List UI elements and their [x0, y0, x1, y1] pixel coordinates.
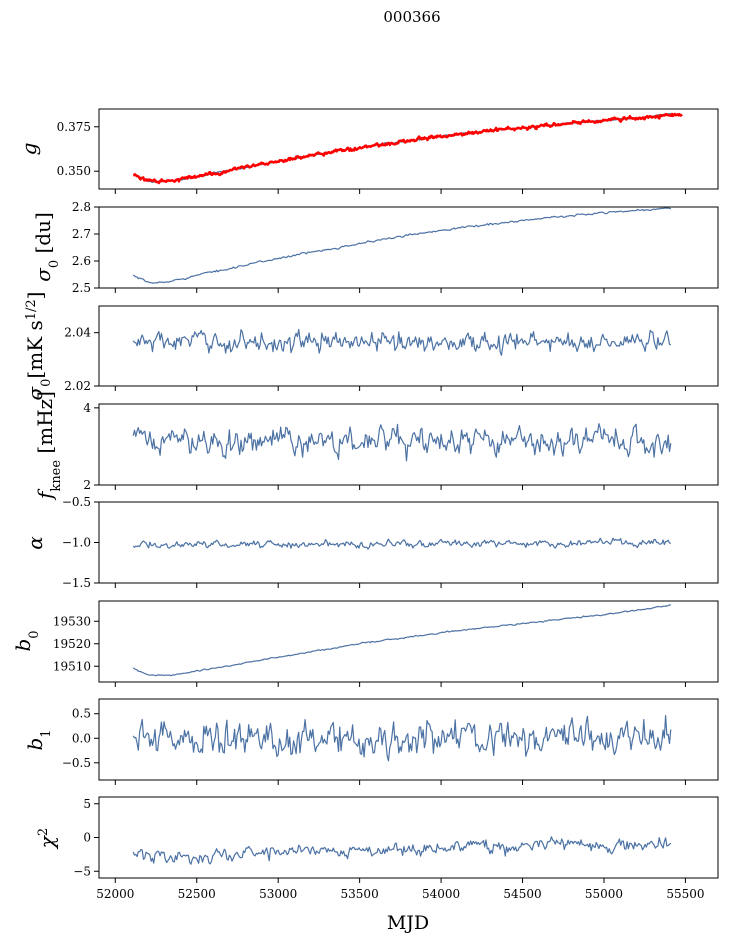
y-tick-label: 2.04 [64, 326, 91, 340]
x-tick-label: 52000 [96, 887, 134, 901]
x-axis-label: MJD [387, 912, 429, 934]
y-label-chi2: χ2 [35, 828, 59, 850]
y-tick-label: −5 [73, 864, 91, 878]
y-tick-label: 2 [83, 478, 91, 492]
y-tick-label: 4 [83, 401, 91, 415]
y-tick-label: −1.5 [62, 576, 91, 590]
panel-chi2: −5 0 5 52000 52500 53000 53500 54000 54500 55000… [35, 796, 719, 901]
panel-b0: 19510 19520 19530 b0 [11, 600, 719, 687]
series-line-sigma0-mk [132, 328, 672, 356]
y-label-b1: b1 [23, 729, 54, 750]
x-ticks [114, 288, 686, 293]
x-ticks [114, 583, 686, 588]
y-ticks: 2.02 2.04 [64, 326, 99, 393]
y-ticks: −5 0 5 [73, 797, 99, 878]
axes-frame [98, 698, 719, 781]
y-tick-label: 2.6 [72, 254, 91, 268]
y-tick-label: 5 [83, 797, 91, 811]
axes-frame [98, 305, 719, 387]
y-tick-label: −0.5 [62, 756, 91, 770]
y-tick-label: 0 [83, 831, 91, 845]
x-tick-label: 53500 [341, 887, 379, 901]
y-ticks: −1.5 −1.0 −0.5 [62, 495, 99, 590]
series-line-fknee [132, 423, 672, 462]
series-line-b0 [132, 604, 671, 677]
series-line-g [132, 112, 672, 183]
x-tick-label: 54000 [422, 887, 460, 901]
y-ticks: 2.5 2.6 2.7 2.8 [72, 200, 99, 295]
axes-frame [98, 796, 719, 879]
series-line-chi2 [132, 836, 672, 865]
x-tick-label: 53000 [259, 887, 297, 901]
panel-b1: −0.5 0.0 0.5 b1 [23, 698, 719, 785]
x-tick-label: 54500 [503, 887, 541, 901]
axes-frame [98, 403, 719, 486]
panel-sigma0-du: 2.5 2.6 2.7 2.8 σ0 [du] [31, 200, 719, 295]
panel-fknee: 24 fknee [mHz] [33, 391, 719, 501]
figure-title: 000366 [383, 8, 440, 26]
y-tick-label: 19510 [53, 659, 91, 673]
series-line-alpha [132, 537, 672, 550]
x-ticks: 52000 52500 53000 53500 54000 54500 55000 55500 [96, 878, 705, 901]
axes-frame [98, 206, 719, 289]
y-tick-label: 2.7 [72, 227, 91, 241]
series-line-sigma0-du [132, 207, 672, 284]
y-tick-label: 19520 [53, 637, 91, 651]
x-ticks [114, 189, 686, 194]
axes-frame [98, 600, 719, 683]
series-line-b1 [132, 715, 672, 762]
y-label-b0: b0 [11, 630, 42, 651]
y-tick-label: 2.5 [72, 281, 91, 295]
panel-sigma0-mk: 2.02 2.04 σ0[mK s1/2] [23, 291, 719, 401]
y-label-fknee: fknee [mHz] [33, 391, 64, 501]
x-ticks [114, 386, 686, 391]
y-tick-label: 0.5 [72, 707, 91, 721]
y-tick-label: 2.8 [72, 200, 91, 214]
x-tick-label: 55000 [585, 887, 623, 901]
panel-alpha: −1.5 −1.0 −0.5 α [23, 495, 719, 590]
x-tick-label: 52500 [178, 887, 216, 901]
x-ticks [114, 780, 686, 785]
y-tick-label: −0.5 [62, 495, 91, 509]
y-ticks: 19510 19520 19530 [53, 614, 99, 673]
y-ticks: 24 [83, 401, 99, 492]
y-tick-label: 0.0 [72, 731, 91, 745]
y-label-g: g [17, 143, 41, 156]
overlay-line-g [132, 112, 683, 185]
axes-frame [98, 108, 719, 190]
y-tick-label: 19530 [53, 614, 91, 628]
y-label-alpha: α [23, 536, 47, 550]
panel-g: 0.350 0.375 g [17, 108, 719, 194]
y-label-sigma0-du: σ0 [du] [31, 212, 62, 282]
y-tick-label: 0.350 [57, 164, 91, 178]
y-ticks: 0.350 0.375 [57, 120, 99, 178]
y-tick-label: 0.375 [57, 120, 91, 134]
y-ticks: −0.5 0.0 0.5 [62, 707, 99, 770]
x-ticks [114, 682, 686, 687]
x-ticks [114, 485, 686, 490]
y-label-sigma0-mk: σ0[mK s1/2] [23, 291, 54, 400]
x-tick-label: 55500 [666, 887, 704, 901]
y-tick-label: −1.0 [62, 536, 91, 550]
y-tick-label: 2.02 [64, 379, 91, 393]
